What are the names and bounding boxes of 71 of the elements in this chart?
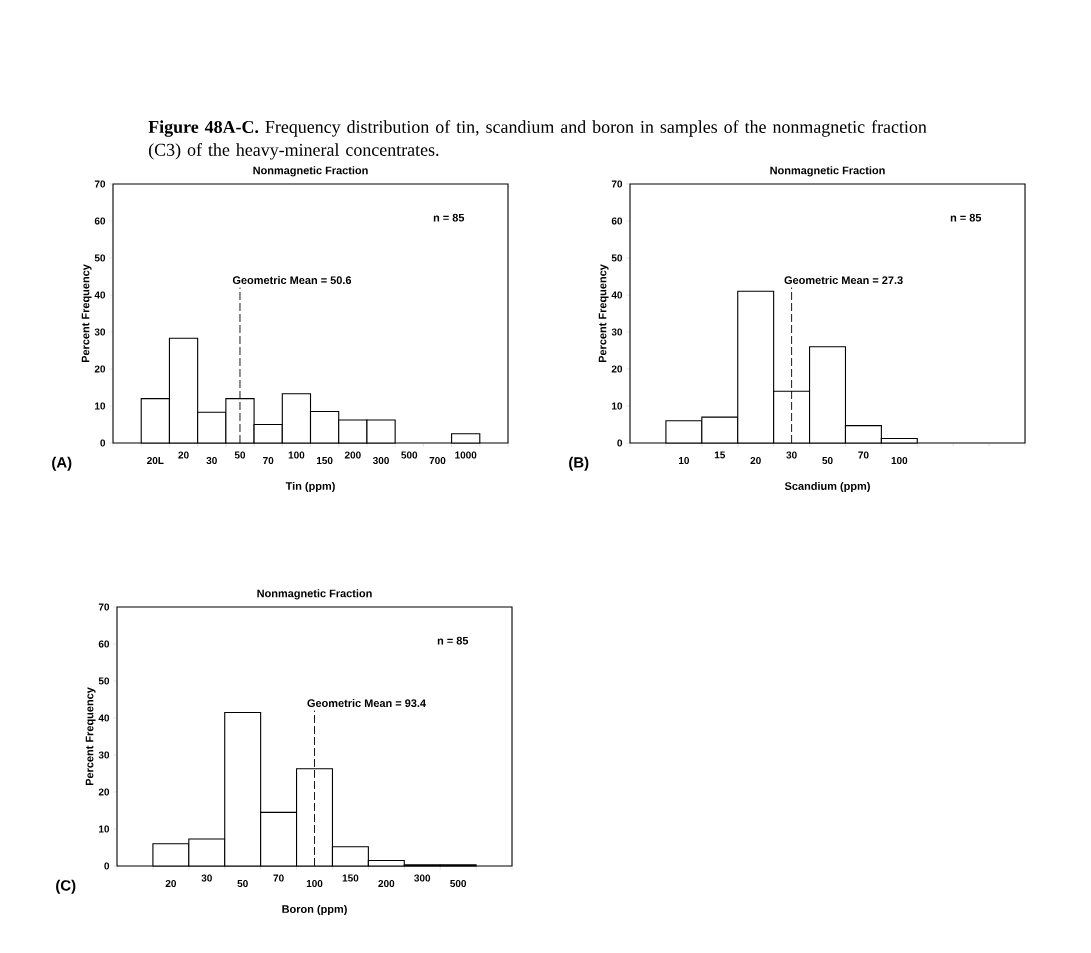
y-axis-title: Percent Frequency (81, 264, 92, 363)
x-tick-label: 30 (201, 874, 212, 882)
y-axis-title: Percent Frequency (598, 264, 609, 363)
x-tick-label: 200 (344, 451, 361, 459)
y-tick-label: 30 (98, 751, 110, 759)
y-tick-label: 50 (98, 677, 110, 685)
ref-line-label: Geometric Mean = 93.4 (307, 699, 426, 708)
x-tick-label: 70 (263, 457, 274, 465)
x-tick-label: 1000 (455, 451, 477, 459)
x-tick-label: 20 (165, 880, 177, 888)
x-tick-label: 50 (237, 880, 248, 888)
x-tick-label: 300 (414, 874, 431, 882)
y-tick-label: 10 (95, 402, 106, 410)
x-tick-label: 50 (822, 457, 833, 465)
y-tick-label: 20 (94, 365, 106, 373)
y-tick-label: 20 (611, 365, 623, 373)
annotation: n = 85 (950, 213, 982, 222)
x-tick-label: 200 (378, 880, 395, 888)
y-tick-label: 0 (617, 439, 623, 447)
y-tick-label: 0 (104, 862, 110, 870)
x-tick-label: 10 (678, 457, 690, 465)
y-tick-label: 40 (611, 291, 623, 299)
x-tick-label: 100 (306, 880, 323, 888)
x-tick-label: 700 (429, 457, 446, 465)
x-tick-label: 30 (786, 451, 797, 459)
y-tick-label: 50 (611, 254, 623, 262)
annotation: n = 85 (433, 213, 465, 222)
x-tick-label: 500 (401, 451, 418, 459)
y-tick-label: 0 (100, 439, 106, 447)
y-tick-label: 60 (94, 217, 106, 225)
x-tick-label: 20 (750, 457, 761, 465)
annotation: n = 85 (437, 636, 469, 645)
x-tick-label: 70 (858, 451, 869, 459)
y-tick-label: 50 (94, 254, 106, 262)
y-tick-label: 10 (612, 402, 623, 410)
x-tick-label: 50 (234, 451, 246, 459)
x-tick-label: 150 (316, 457, 333, 465)
text: (C) (56, 879, 76, 894)
ref-line-label: Geometric Mean = 50.6 (232, 276, 352, 285)
text: (B) (569, 456, 589, 471)
ref-line-label: Geometric Mean = 27.3 (784, 276, 903, 285)
x-tick-label: 20 (178, 451, 189, 459)
x-tick-label: 15 (714, 451, 726, 459)
x-axis-title: Boron (ppm) (282, 904, 347, 916)
x-tick-label: 20L (147, 457, 164, 465)
x-tick-label: 30 (206, 457, 217, 465)
y-tick-label: 60 (611, 217, 623, 225)
y-tick-label: 70 (611, 180, 623, 188)
y-tick-label: 40 (94, 291, 106, 299)
x-axis-title: Tin (ppm) (285, 481, 335, 493)
y-tick-label: 60 (98, 640, 110, 648)
x-tick-label: 100 (891, 457, 908, 465)
chart-title: Nonmagnetic Fraction (253, 166, 368, 177)
text: (A) (52, 456, 72, 471)
y-tick-label: 20 (98, 788, 110, 796)
x-tick-label: 150 (342, 874, 359, 882)
y-tick-label: 40 (98, 714, 110, 722)
chart-title: Nonmagnetic Fraction (257, 589, 372, 600)
y-tick-label: 30 (94, 328, 106, 336)
x-tick-label: 70 (273, 874, 284, 882)
y-tick-label: 70 (94, 180, 106, 188)
x-tick-label: 100 (288, 451, 305, 459)
x-tick-label: 500 (450, 880, 467, 888)
x-axis-title: Scandium (ppm) (784, 481, 870, 493)
y-tick-label: 10 (99, 825, 110, 833)
text: Figure 48A-C. Frequency distribution of tin, scandium and boron in samples of the nonmagnetic fraction (C3) of the heavy-mineral concentrates. (148, 120, 927, 160)
y-tick-label: 30 (611, 328, 623, 336)
y-axis-title: Percent Frequency (85, 687, 96, 786)
x-tick-label: 300 (372, 457, 389, 465)
chart-title: Nonmagnetic Fraction (770, 166, 885, 177)
y-tick-label: 70 (98, 603, 110, 611)
